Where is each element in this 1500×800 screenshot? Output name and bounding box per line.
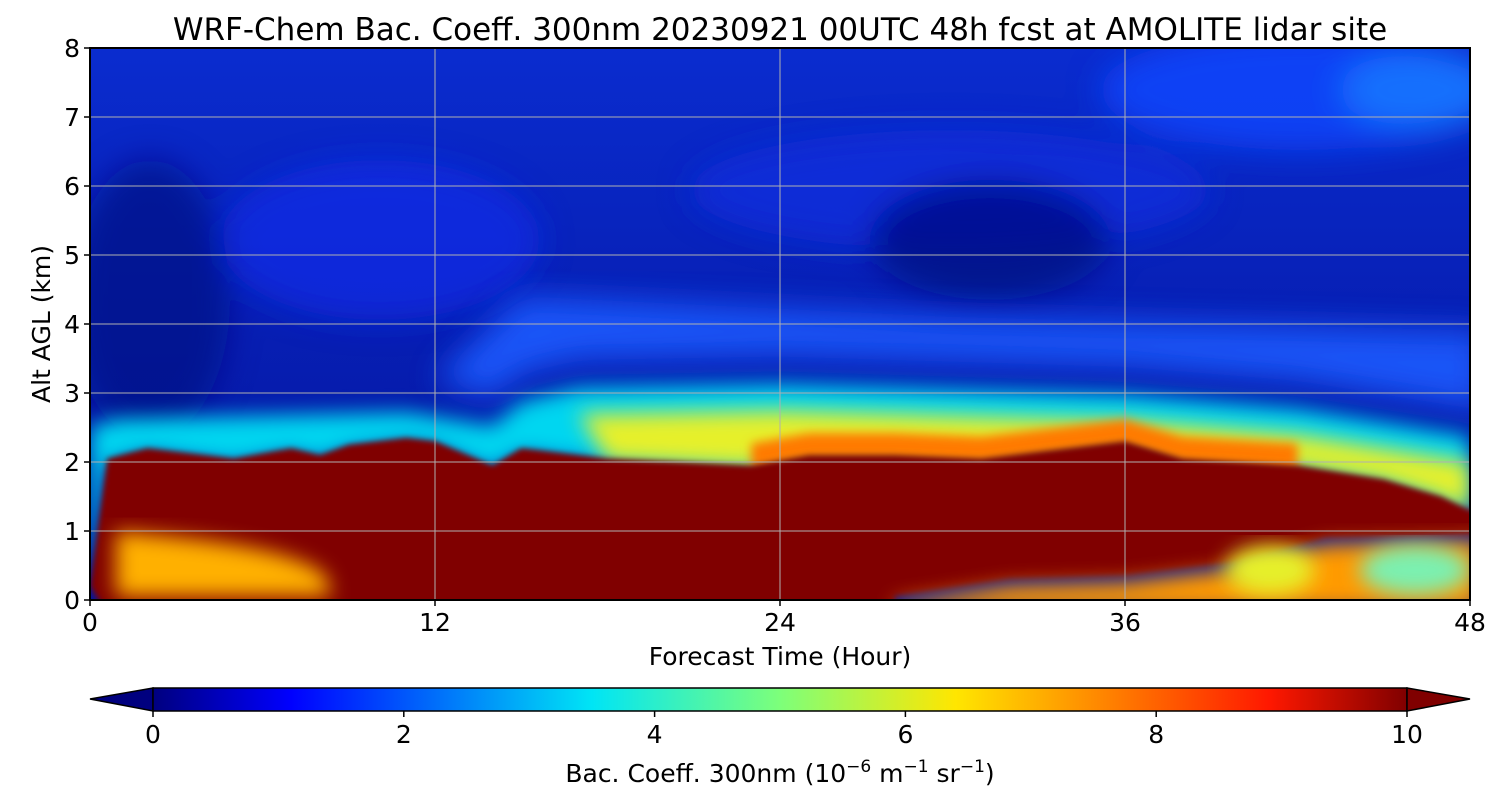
colorbar-tick-label: 6: [897, 720, 913, 749]
chart-title: WRF-Chem Bac. Coeff. 300nm 20230921 00UT…: [173, 12, 1387, 48]
y-tick-label: 6: [64, 172, 80, 201]
near-surface-features: [115, 531, 1470, 600]
plot-area: [90, 48, 1470, 600]
y-tick-label: 8: [64, 34, 80, 63]
colorbar-tick-label: 4: [647, 720, 663, 749]
y-axis: 0 1 2 3 4 5 6 7 8: [64, 34, 90, 615]
x-tick-label: 12: [419, 608, 451, 637]
colorbar-extend-high: [1406, 687, 1471, 712]
x-axis-label: Forecast Time (Hour): [649, 642, 912, 671]
y-tick-label: 1: [64, 517, 80, 546]
colorbar-ticks: 0 2 4 6 8 10: [145, 711, 1423, 749]
grid: [90, 48, 1470, 600]
colorbar: 0 2 4 6 8 10 Bac. Coeff. 300nm (10−6 m−1 sr−1…: [89, 687, 1471, 788]
colorbar-tick-label: 0: [145, 720, 161, 749]
y-tick-label: 4: [64, 310, 80, 339]
y-tick-label: 7: [64, 103, 80, 132]
colorbar-extend-low: [89, 687, 154, 712]
colorbar-body: [152, 687, 1408, 712]
x-tick-label: 24: [764, 608, 796, 637]
upper-variation: [90, 48, 1470, 440]
y-axis-label: Alt AGL (km): [27, 245, 56, 403]
x-tick-label: 36: [1109, 608, 1141, 637]
colorbar-tick-label: 2: [396, 720, 412, 749]
y-tick-label: 5: [64, 241, 80, 270]
y-tick-label: 2: [64, 448, 80, 477]
colorbar-tick-label: 10: [1391, 720, 1423, 749]
y-tick-label: 0: [64, 586, 80, 615]
x-axis: 0 12 24 36 48: [82, 600, 1486, 637]
x-tick-label: 48: [1454, 608, 1486, 637]
x-tick-label: 0: [82, 608, 98, 637]
y-tick-label: 3: [64, 379, 80, 408]
colorbar-label: Bac. Coeff. 300nm (10−6 m−1 sr−1): [565, 757, 994, 788]
colorbar-tick-label: 8: [1148, 720, 1164, 749]
